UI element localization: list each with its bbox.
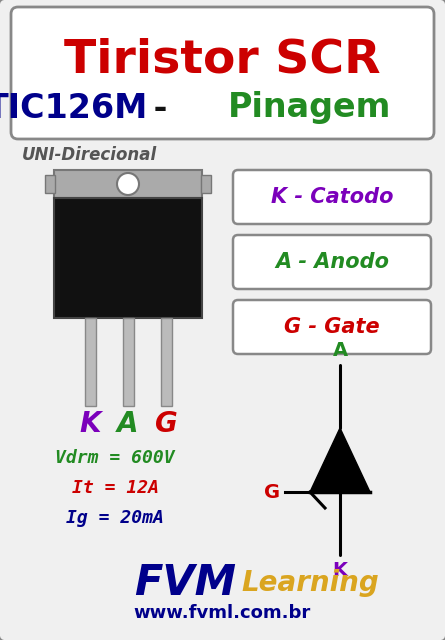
Text: UNI-Direcional: UNI-Direcional [22, 146, 157, 164]
Text: A: A [332, 342, 348, 360]
Text: Ig = 20mA: Ig = 20mA [66, 509, 164, 527]
Text: -: - [142, 92, 178, 125]
Circle shape [117, 173, 139, 195]
Text: K: K [79, 410, 101, 438]
Bar [85, 318, 96, 406]
Text: K - Catodo: K - Catodo [271, 187, 393, 207]
Bar [122, 318, 134, 406]
Text: Learning: Learning [241, 569, 379, 597]
Text: www.fvml.com.br: www.fvml.com.br [134, 604, 311, 622]
Bar [45, 175, 55, 193]
Text: A - Anodo: A - Anodo [275, 252, 389, 272]
Bar [54, 198, 202, 318]
Bar [201, 175, 211, 193]
Text: Pinagem: Pinagem [228, 92, 392, 125]
Polygon shape [310, 428, 370, 492]
Text: TIC126M: TIC126M [0, 92, 148, 125]
Text: K: K [332, 561, 348, 580]
Text: G: G [264, 483, 280, 502]
Text: Tiristor SCR: Tiristor SCR [64, 38, 380, 83]
FancyBboxPatch shape [11, 7, 434, 139]
FancyBboxPatch shape [233, 235, 431, 289]
Text: FVM: FVM [134, 562, 236, 604]
Bar [54, 170, 202, 198]
Bar [161, 318, 171, 406]
Text: A: A [117, 410, 139, 438]
Text: Vdrm = 600V: Vdrm = 600V [55, 449, 175, 467]
Text: G: G [154, 410, 178, 438]
Text: It = 12A: It = 12A [72, 479, 158, 497]
FancyBboxPatch shape [233, 300, 431, 354]
Text: G - Gate: G - Gate [284, 317, 380, 337]
FancyBboxPatch shape [233, 170, 431, 224]
